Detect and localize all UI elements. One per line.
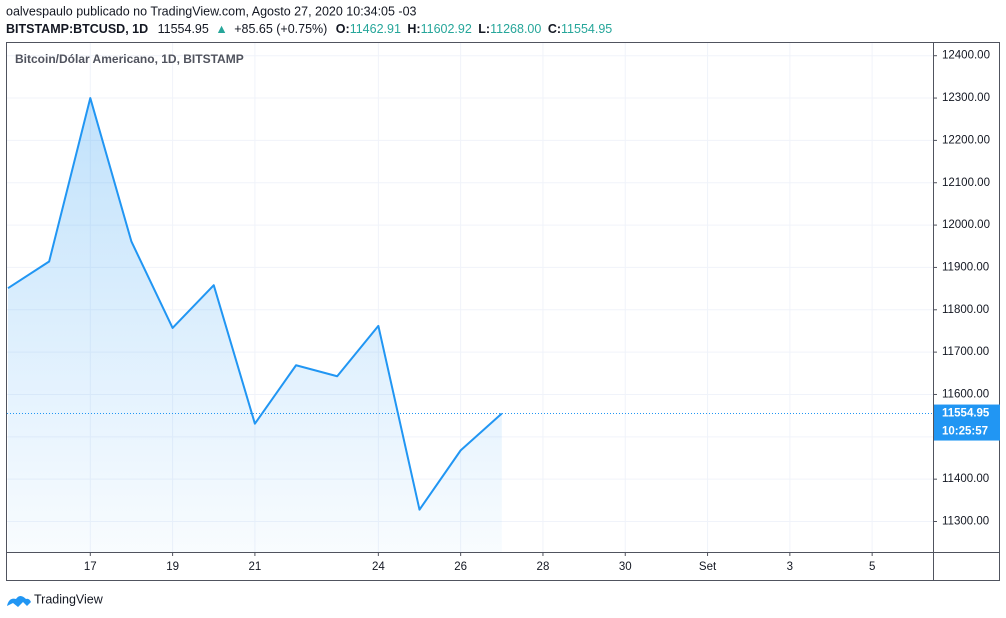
logo-icon <box>7 596 31 607</box>
chart-title: Bitcoin/Dólar Americano, 1D, BITSTAMP <box>15 52 244 66</box>
y-tick-label: 11400.00 <box>942 473 989 485</box>
price: 11554.95 <box>158 22 209 36</box>
countdown: 10:25:57 <box>942 426 988 438</box>
open-label: O: <box>336 22 350 36</box>
y-tick-label: 12000.00 <box>942 219 990 231</box>
symbol-line: BITSTAMP:BTCUSD, 1D 11554.95 ▲ +85.65 (+… <box>6 22 612 36</box>
x-tick-label: 30 <box>619 561 632 573</box>
high-label: H: <box>407 22 420 36</box>
x-tick-label: 21 <box>249 561 262 573</box>
last-price-box <box>934 404 1000 441</box>
y-tick-label: 11700.00 <box>942 346 989 358</box>
y-tick-label: 11300.00 <box>942 516 989 528</box>
y-tick-label: 11800.00 <box>942 304 989 316</box>
last-price-label: 11554.95 <box>942 408 990 420</box>
y-tick-label: 12100.00 <box>942 177 990 189</box>
frame <box>6 42 1000 581</box>
close: 11554.95 <box>561 22 612 36</box>
x-tick-label: 19 <box>166 561 179 573</box>
x-tick-label: 26 <box>454 561 467 573</box>
area <box>8 98 502 552</box>
arrow: ▲ <box>215 22 227 36</box>
logo: TradingView <box>7 592 104 607</box>
low: 11268.00 <box>490 22 541 36</box>
symbol: BITSTAMP:BTCUSD, 1D <box>6 22 148 36</box>
change: +85.65 (+0.75%) <box>234 22 327 36</box>
logo-text: TradingView <box>34 592 104 606</box>
y-tick-label: 11600.00 <box>942 389 989 401</box>
high: 11602.92 <box>421 22 472 36</box>
x-tick-label: 28 <box>537 561 550 573</box>
close-label: C: <box>548 22 561 36</box>
y-tick-label: 11900.00 <box>942 261 989 273</box>
y-tick-label: 12300.00 <box>942 92 990 104</box>
x-tick-label: 3 <box>787 561 793 573</box>
line <box>7 97 503 511</box>
x-tick-label: 5 <box>869 561 875 573</box>
low-label: L: <box>478 22 490 36</box>
x-tick-label: 24 <box>372 561 385 573</box>
y-tick-label: 12200.00 <box>942 134 990 146</box>
open: 11462.91 <box>350 22 401 36</box>
y-tick-label: 12400.00 <box>942 50 990 62</box>
publisher: oalvespaulo publicado no TradingView.com… <box>6 4 417 18</box>
x-tick-label: Set <box>699 561 717 573</box>
plot <box>7 97 933 552</box>
x-tick-label: 17 <box>84 561 97 573</box>
